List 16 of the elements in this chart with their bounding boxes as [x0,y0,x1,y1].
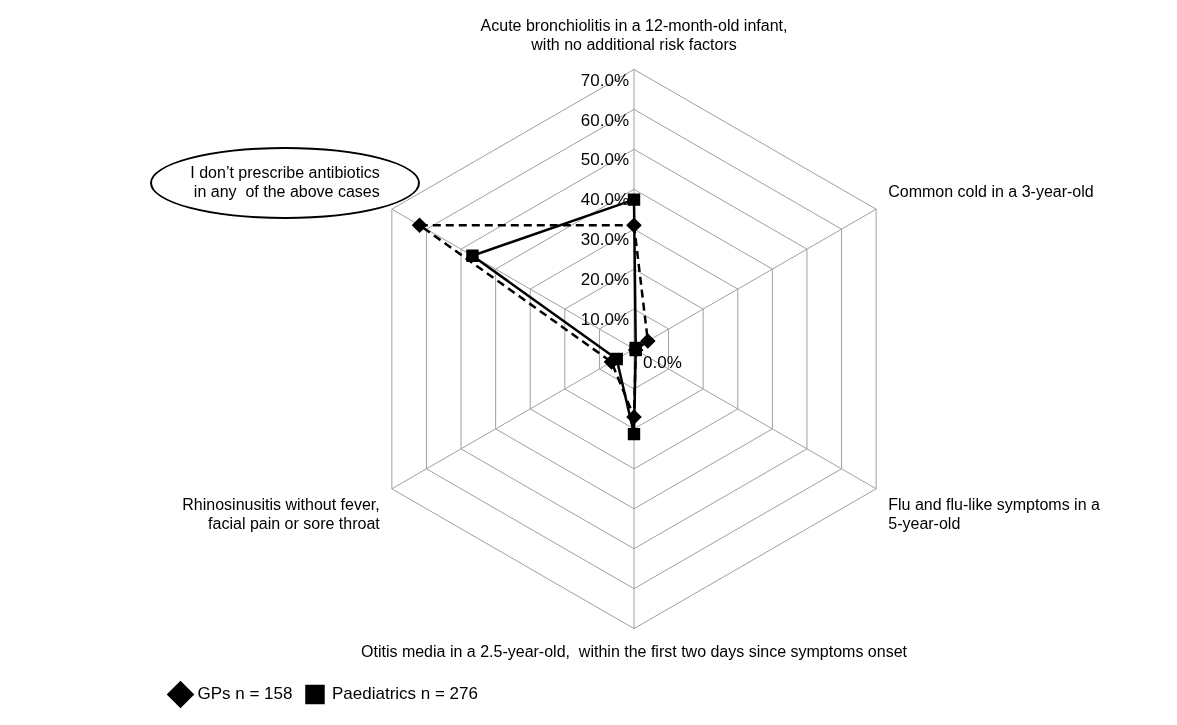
y-tick-label: 40.0% [580,190,629,210]
y-tick-label: 50.0% [580,150,629,170]
y-tick-label: 60.0% [580,110,629,130]
spoke-label: Otitis media in a 2.5-year-old, within the first two days since symptoms onset [361,642,908,660]
spoke-label: Flu and flu-like symptoms in a 5-year-old [888,495,1100,533]
y-tick-label: 30.0% [580,230,629,250]
y-tick-label: 10.0% [580,310,629,330]
y-tick-label: 0.0% [643,353,682,373]
legend-label: GPs n = 158 [197,684,293,704]
spoke-label: Common cold in a 3-year-old [888,183,1094,201]
y-tick-label: 20.0% [580,270,629,290]
legend-label: Paediatrics n = 276 [331,684,478,704]
spoke-label: Acute bronchiolitis in a 12-month-old infant, with no additional risk factors [480,17,788,54]
spoke-label: I don’t prescribe antibiotics in any of the above cases [190,163,380,201]
spoke-label: Rhinosinusitis without fever, facial pain or sore throat [182,495,381,533]
y-tick-label: 70.0% [580,70,629,90]
